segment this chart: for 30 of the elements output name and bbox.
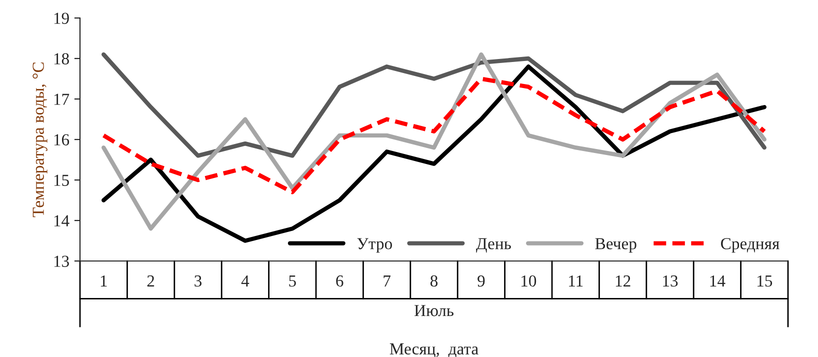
- legend-label: Вечер: [595, 238, 636, 253]
- x-tick-label: 12: [616, 275, 630, 286]
- x-tick-label: 1: [100, 275, 107, 286]
- y-tick-label: 16: [54, 134, 70, 146]
- x-tick-label: 9: [478, 275, 485, 287]
- y-axis-title: Температура воды, °С: [32, 62, 48, 218]
- x-tick-label: 14: [710, 275, 726, 286]
- x-tick-label: 7: [384, 276, 390, 286]
- y-tick-label: 15: [54, 174, 69, 186]
- y-tick-label: 18: [54, 53, 69, 64]
- legend-label: Средняя: [721, 238, 780, 253]
- x-tick-label: 11: [569, 275, 583, 286]
- y-tick-label: 13: [54, 256, 69, 267]
- line-series: [102, 76, 766, 194]
- x-tick-label: 2: [147, 275, 154, 286]
- legend-label: Утро: [357, 238, 392, 253]
- legend-label: День: [476, 238, 511, 253]
- x-tick-label: 3: [194, 275, 202, 287]
- x-tick-label: 5: [289, 276, 296, 287]
- y-tick-label: 14: [54, 215, 70, 226]
- x-tick-label: 4: [241, 275, 250, 286]
- y-tick-label: 19: [54, 12, 69, 24]
- text: Июль: [414, 305, 454, 316]
- x-tick-label: 13: [663, 275, 678, 287]
- line-series: [102, 52, 766, 158]
- x-tick-label: 15: [758, 275, 772, 287]
- x-tick-label: 6: [336, 275, 344, 287]
- x-tick-label: 10: [522, 275, 536, 287]
- x-tick-label: 8: [430, 275, 438, 287]
- y-tick-label: 17: [54, 94, 70, 105]
